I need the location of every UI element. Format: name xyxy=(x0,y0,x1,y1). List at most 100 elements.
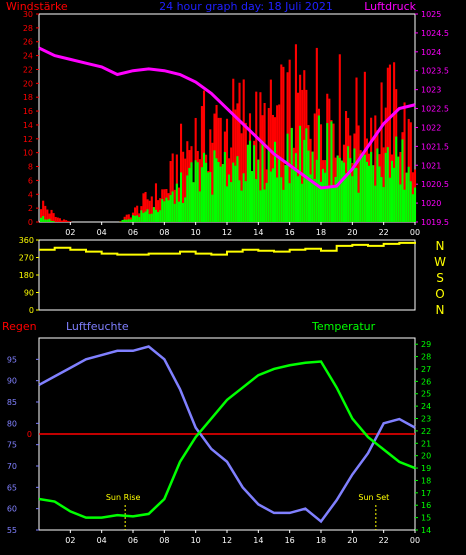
wind-gust-bar xyxy=(65,220,68,222)
humidity-tick-label: 65 xyxy=(7,483,17,492)
temperature-tick-label: 22 xyxy=(421,427,431,436)
pressure-tick-label: 1020 xyxy=(421,199,441,208)
wind-average-bar xyxy=(296,176,300,222)
pressure-line xyxy=(38,46,416,190)
direction-tick-label: 270 xyxy=(19,254,34,263)
wind-average-bar xyxy=(221,164,224,222)
wind-average-bar xyxy=(129,219,132,222)
wind-gust-bar xyxy=(280,64,283,222)
wind-average-bar xyxy=(372,165,375,222)
direction-line xyxy=(39,241,416,256)
wind-average-bar xyxy=(269,171,272,222)
time-label: 14 xyxy=(253,228,263,237)
compass-letter: O xyxy=(435,287,444,301)
wind-tick-label: 26 xyxy=(23,38,33,47)
temperature-tick-label: 17 xyxy=(421,489,431,498)
wind-average-bar xyxy=(242,173,245,222)
wind-average-bar xyxy=(355,168,358,222)
wind-average-bar xyxy=(52,221,55,222)
direction-series xyxy=(39,241,416,256)
wind-average-bar xyxy=(50,220,53,222)
humidity-tick-label: 85 xyxy=(7,398,17,407)
pressure-tick-label: 1021 xyxy=(421,161,441,170)
pressure-tick-label: 1024.5 xyxy=(421,29,449,38)
wind-average-bar xyxy=(368,165,371,222)
time-label: 08 xyxy=(159,536,169,545)
wind-average-bar xyxy=(138,217,141,222)
wind-average-bar xyxy=(349,158,352,222)
wind-average-bar xyxy=(223,152,226,222)
wind-gust-bar xyxy=(282,66,285,222)
wind-average-bar xyxy=(271,168,274,222)
time-label: 12 xyxy=(222,536,232,545)
wind-average-bar xyxy=(388,177,391,222)
wind-average-bar xyxy=(42,216,45,222)
time-axis-bottom: 02 04 06 08 10 12 14 16 18 20 22 00 xyxy=(65,530,420,545)
wind-average-bar xyxy=(136,215,139,222)
time-label: 02 xyxy=(65,536,75,545)
wind-average-bar xyxy=(290,127,293,222)
sunrise-label: Sun Rise xyxy=(106,493,141,502)
pressure-tick-label: 1022.5 xyxy=(421,105,449,114)
wind-average-bar xyxy=(284,165,287,222)
wind-average-bar xyxy=(397,156,400,222)
wind-average-bar xyxy=(407,166,410,222)
wind-average-bar xyxy=(292,168,295,222)
wind-average-bar xyxy=(261,141,264,222)
wind-average-bar xyxy=(248,140,252,222)
time-label: 06 xyxy=(128,536,138,545)
humidity-line xyxy=(38,345,416,524)
pressure-tick-label: 1022 xyxy=(421,123,441,132)
wind-average-bar xyxy=(390,160,394,222)
time-label: 16 xyxy=(285,536,295,545)
wind-average-bar xyxy=(154,209,158,222)
wind-gust-bar xyxy=(54,216,57,222)
humidity-series xyxy=(38,345,416,524)
time-label: 00 xyxy=(410,536,420,545)
wind-gust-bar xyxy=(171,153,174,222)
graph-title: 24 hour graph day: 18 Juli 2021 xyxy=(159,0,333,13)
wind-average-bar xyxy=(351,176,354,222)
humidity-tick-label: 75 xyxy=(7,441,17,450)
wind-average-bar xyxy=(409,181,412,222)
wind-average-bar xyxy=(213,150,216,222)
wind-average-bar xyxy=(328,185,331,222)
temperature-tick-label: 19 xyxy=(421,464,431,473)
wind-average-bar xyxy=(303,139,306,222)
wind-average-bar xyxy=(334,176,337,222)
wind-gust-bar xyxy=(182,151,185,222)
wind-gust-bar xyxy=(48,213,51,222)
wind-average-bar xyxy=(192,182,195,222)
wind-tick-label: 6 xyxy=(28,176,33,185)
wind-gust-bar xyxy=(157,200,160,222)
wind-average-bar xyxy=(234,165,237,222)
wind-tick-label: 30 xyxy=(23,10,33,19)
wind-average-bar xyxy=(301,183,304,222)
wind-gust-bar xyxy=(345,111,348,222)
wind-average-bar xyxy=(359,153,362,222)
compass-letter: W xyxy=(434,255,446,269)
pressure-series xyxy=(38,46,416,190)
wind-average-bar xyxy=(405,172,408,222)
wind-gust-bar xyxy=(374,115,377,222)
rain-tick-label: 0 xyxy=(27,430,32,439)
time-label: 10 xyxy=(191,228,201,237)
wind-average-bar xyxy=(399,184,402,222)
wind-average-bar xyxy=(182,202,185,222)
wind-average-bar xyxy=(336,155,339,222)
wind-tick-label: 28 xyxy=(23,24,33,33)
wind-gust-bar xyxy=(240,133,243,222)
wind-average-bar xyxy=(286,133,289,222)
wind-tick-label: 16 xyxy=(23,107,33,116)
wind-average-bar xyxy=(259,190,262,222)
temperature-tick-label: 21 xyxy=(421,439,431,448)
direction-tick-label: 180 xyxy=(19,271,34,280)
wind-gust-bar xyxy=(123,216,126,222)
wind-gust-bar xyxy=(409,122,412,222)
temperature-tick-label: 25 xyxy=(421,390,431,399)
wind-average-bar xyxy=(282,189,285,222)
wind-average-bar xyxy=(127,219,130,222)
time-label: 04 xyxy=(97,536,107,545)
